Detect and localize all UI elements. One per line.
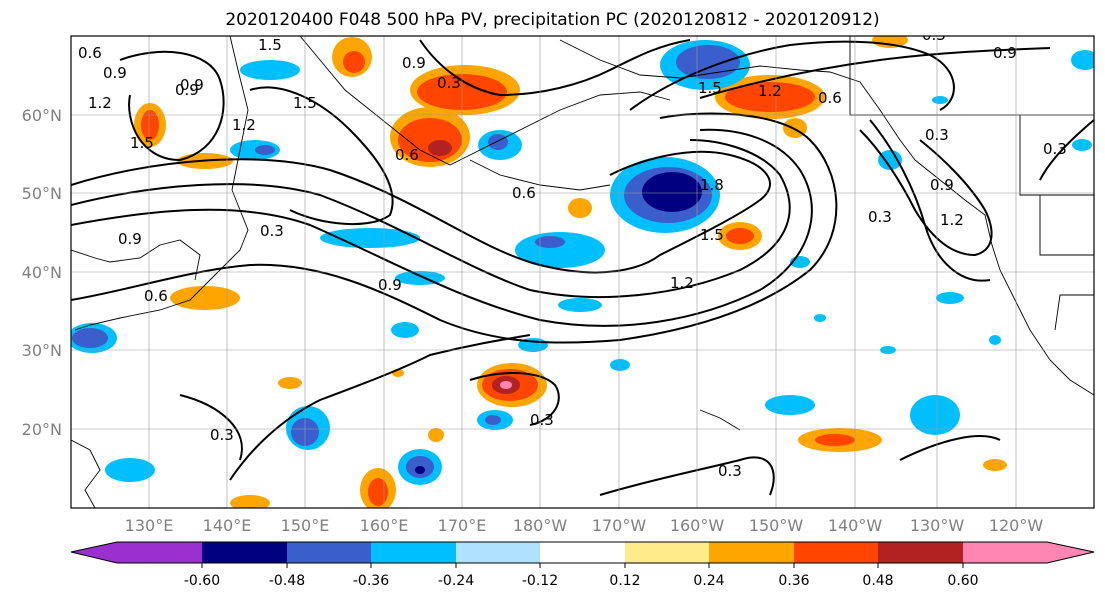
lat-label: 20°N <box>22 420 62 439</box>
colorbar-segment <box>202 542 287 563</box>
colorbar-tick-label: 0.48 <box>862 573 893 589</box>
lon-label: 130°E <box>125 516 174 535</box>
contour-label: 0.9 <box>993 44 1017 62</box>
contour-label: 0.6 <box>818 89 842 107</box>
colorbar-segment <box>371 542 456 563</box>
contour-label: 1.5 <box>293 94 317 112</box>
contour-label: 0.9 <box>118 230 142 248</box>
colorbar-segment <box>794 542 878 563</box>
contour-label: 1.2 <box>940 211 964 229</box>
colorbar-segment <box>625 542 709 563</box>
contour-label: 1.5 <box>698 79 722 97</box>
colorbar-tick-label: -0.48 <box>269 573 305 589</box>
lon-label: 180°W <box>513 516 568 535</box>
latitude-labels: 60°N 50°N 40°N 30°N 20°N <box>22 106 62 439</box>
longitude-labels: 130°E 140°E 150°E 160°E 170°E 180°W 170°… <box>125 516 1044 535</box>
lon-label: 140°W <box>828 516 883 535</box>
contour-label: 1.2 <box>758 82 782 100</box>
lat-label: 60°N <box>22 106 62 125</box>
colorbar-segment <box>287 542 371 563</box>
precip-shading <box>71 36 1094 508</box>
contour-label: 0.3 <box>210 426 234 444</box>
contour-label: 1.5 <box>258 36 282 54</box>
contour-label: 0.3 <box>925 126 949 144</box>
coastlines <box>71 36 1094 508</box>
contour-label: 0.6 <box>512 184 536 202</box>
colorbar: -0.60 -0.48 -0.36 -0.24 -0.12 0.12 0.24 … <box>70 541 1095 589</box>
contour-label: 0.9 <box>402 54 426 72</box>
lon-label: 150°W <box>749 516 804 535</box>
contour-label: 0.3 <box>718 462 742 480</box>
colorbar-tick-label: -0.24 <box>438 573 474 589</box>
contour-label: 0.9 <box>175 81 199 99</box>
colorbar-segment <box>540 542 625 563</box>
contour-label: 1.2 <box>670 274 694 292</box>
contour-labels: 0.6 0.9 1.5 1.2 0.9 0.3 1.5 1.2 0.6 1.5 … <box>78 26 1067 480</box>
contour-label: 0.9 <box>103 64 127 82</box>
map-title: 2020120400 F048 500 hPa PV, precipitatio… <box>225 10 880 30</box>
contour-label: 1.5 <box>130 134 154 152</box>
colorbar-segment <box>456 542 540 563</box>
contour-label: 0.3 <box>260 222 284 240</box>
pv-contours <box>71 39 1094 496</box>
lon-label: 150°E <box>281 516 330 535</box>
contour-label: 0.3 <box>922 26 946 44</box>
lat-label: 40°N <box>22 263 62 282</box>
lon-label: 170°E <box>438 516 487 535</box>
graticule <box>71 36 1094 508</box>
contour-label: 0.6 <box>78 44 102 62</box>
colorbar-tick-label: -0.12 <box>522 573 558 589</box>
lon-label: 120°W <box>989 516 1044 535</box>
contour-label: 0.3 <box>530 411 554 429</box>
map-frame <box>70 35 1095 509</box>
contour-label: 0.3 <box>437 74 461 92</box>
colorbar-segment <box>878 542 963 563</box>
contour-label: 1.2 <box>88 94 112 112</box>
contour-label: 0.9 <box>930 176 954 194</box>
contour-label: 0.6 <box>395 146 419 164</box>
contour-label: 1.2 <box>232 116 256 134</box>
colorbar-tick-label: 0.36 <box>778 573 809 589</box>
colorbar-tick-label: 0.60 <box>947 573 978 589</box>
colorbar-tick-label: 0.24 <box>693 573 724 589</box>
colorbar-segment <box>709 542 794 563</box>
contour-label: 0.9 <box>180 76 204 94</box>
contour-label: 1.5 <box>700 226 724 244</box>
contour-label: 0.3 <box>868 208 892 226</box>
colorbar-segment <box>963 542 1094 563</box>
contour-label: 1.8 <box>700 176 724 194</box>
lat-label: 50°N <box>22 184 62 203</box>
contour-label: 0.3 <box>1043 140 1067 158</box>
lon-label: 160°W <box>670 516 725 535</box>
colorbar-segment <box>71 542 202 563</box>
lat-label: 30°N <box>22 341 62 360</box>
lon-label: 170°W <box>592 516 647 535</box>
lon-label: 140°E <box>203 516 252 535</box>
colorbar-tick-label: -0.36 <box>353 573 389 589</box>
lon-label: 130°W <box>910 516 965 535</box>
colorbar-tick-label: 0.12 <box>609 573 640 589</box>
colorbar-tick-label: -0.60 <box>184 573 220 589</box>
contour-label: 0.6 <box>144 287 168 305</box>
lon-label: 160°E <box>360 516 409 535</box>
contour-label: 0.9 <box>378 276 402 294</box>
